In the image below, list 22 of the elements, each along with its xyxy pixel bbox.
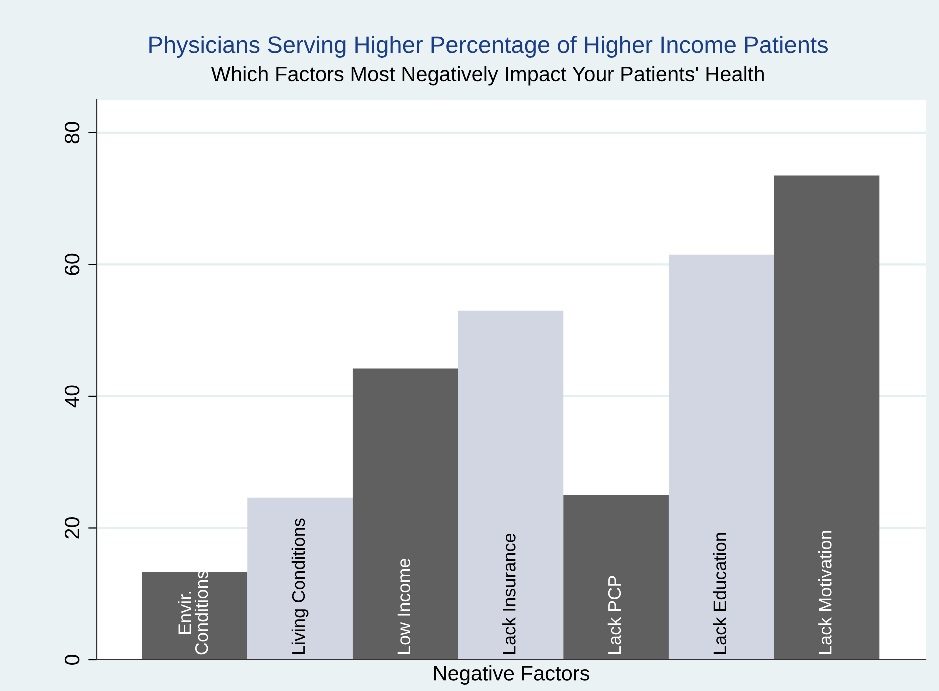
y-tick-label: 80 [64,122,80,144]
bar [774,176,880,660]
bar [668,254,774,660]
x-tick-label: Lack Insurance [502,534,516,654]
y-tick-label: 60 [64,254,80,276]
chart-subtitle: Which Factors Most Negatively Impact Your Patients' Health [211,66,764,86]
x-tick-label: Envir. Conditions [178,570,208,655]
y-tick-label: 20 [64,517,80,539]
y-tick-label: 0 [64,655,80,665]
bar [142,572,248,660]
x-tick-label: Low Income [398,559,410,654]
bar [248,498,353,660]
chart-title: Physicians Serving Higher Percentage of Higher Income Patients [150,36,828,58]
bar [458,310,564,660]
x-tick-label: Lack Education [713,533,726,654]
y-tick-label: 40 [64,386,80,408]
x-tick-label: Living Conditions [292,518,309,654]
x-tick-label: Lack PCP [608,576,622,654]
bar [564,495,669,660]
bar [352,368,458,660]
x-axis-title: Negative Factors [434,666,590,685]
x-tick-label: Lack Motivation [818,531,832,654]
